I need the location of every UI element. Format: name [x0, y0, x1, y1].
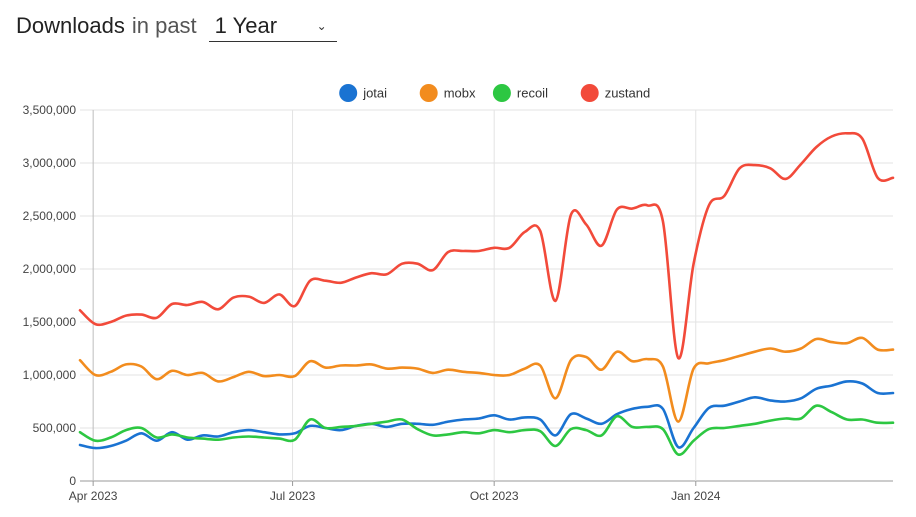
series-line-mobx[interactable] [78, 336, 895, 423]
series-line-recoil[interactable] [78, 404, 895, 456]
period-select[interactable]: 1 Year ⌄ [208, 10, 337, 42]
downloads-title: Downloads [16, 13, 125, 38]
legend-label: jotai [362, 86, 387, 101]
x-tick-label: Apr 2023 [69, 489, 118, 503]
legend-swatch [492, 84, 511, 102]
legend-item-recoil[interactable]: recoil [492, 84, 548, 102]
chart-legend: jotai mobx recoil zustand [339, 84, 650, 102]
legend-swatch [580, 84, 599, 102]
x-tick-label: Jan 2024 [671, 489, 721, 503]
x-tick-label: Jul 2023 [270, 489, 316, 503]
chart-axes: 0 500,000 1,000,000 1,500,000 2,000,000 2,500… [23, 103, 721, 503]
downloads-header: Downloads in past 1 Year ⌄ [16, 6, 337, 46]
legend-label: recoil [517, 86, 548, 101]
legend-swatch [339, 84, 358, 102]
series-line-zustand[interactable] [78, 131, 895, 360]
legend-swatch [419, 84, 438, 102]
x-tick-label: Oct 2023 [470, 489, 519, 503]
y-tick-label: 3,000,000 [23, 156, 77, 170]
legend-item-jotai[interactable]: jotai [339, 84, 387, 102]
series-line-jotai[interactable] [78, 379, 895, 450]
y-tick-label: 1,500,000 [23, 315, 77, 329]
period-select-value: 1 Year [214, 12, 278, 38]
y-tick-label: 3,500,000 [23, 103, 77, 117]
chevron-down-icon: ⌄ [316, 18, 327, 33]
y-tick-label: 2,500,000 [23, 209, 77, 223]
legend-label: zustand [605, 86, 651, 101]
chart-grid [80, 109, 893, 482]
y-tick-label: 0 [69, 474, 76, 488]
in-past-label: in past [131, 13, 197, 38]
legend-item-zustand[interactable]: zustand [580, 84, 651, 102]
y-tick-label: 2,000,000 [23, 262, 77, 276]
y-tick-label: 500,000 [33, 421, 77, 435]
y-tick-label: 1,000,000 [23, 368, 77, 382]
legend-item-mobx[interactable]: mobx [419, 84, 476, 102]
chart-series-lines [78, 131, 895, 456]
legend-label: mobx [444, 86, 476, 101]
